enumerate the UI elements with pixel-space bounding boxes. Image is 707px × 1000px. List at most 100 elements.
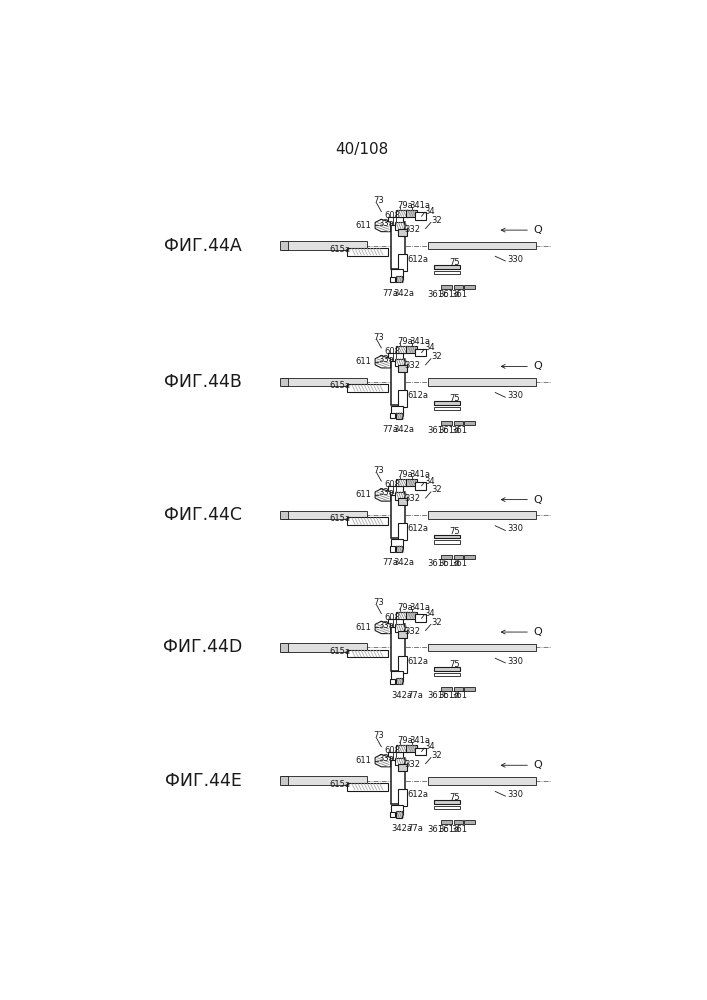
Text: 332: 332: [404, 361, 421, 370]
Bar: [454, 687, 464, 691]
Bar: [406, 210, 417, 217]
Bar: [395, 758, 404, 765]
Bar: [397, 656, 407, 673]
Bar: [434, 540, 460, 544]
Bar: [454, 555, 464, 559]
Polygon shape: [375, 489, 391, 501]
Bar: [396, 745, 409, 752]
Bar: [396, 276, 402, 282]
Bar: [395, 492, 404, 500]
Bar: [392, 624, 405, 671]
Text: 361: 361: [452, 691, 467, 700]
Bar: [390, 277, 395, 282]
Text: 77a: 77a: [407, 824, 423, 833]
Bar: [454, 820, 464, 824]
Bar: [441, 421, 452, 425]
Text: 361d: 361d: [438, 426, 460, 435]
Bar: [396, 678, 402, 684]
Text: 75: 75: [449, 394, 460, 403]
Text: 32: 32: [432, 618, 443, 627]
Text: 615a: 615a: [329, 514, 351, 523]
Bar: [387, 217, 403, 225]
Text: 361: 361: [452, 290, 467, 299]
Text: 342a: 342a: [393, 425, 414, 434]
Bar: [441, 687, 452, 691]
Text: Q: Q: [534, 495, 542, 505]
Bar: [397, 254, 407, 271]
Bar: [406, 745, 417, 752]
Text: 330: 330: [507, 657, 523, 666]
Text: 73: 73: [373, 333, 385, 342]
Bar: [347, 384, 387, 392]
Bar: [395, 359, 404, 366]
Bar: [434, 806, 460, 809]
Bar: [347, 783, 387, 791]
Text: 34: 34: [424, 609, 435, 618]
Bar: [282, 643, 368, 652]
Text: 33a: 33a: [378, 488, 394, 497]
Bar: [387, 752, 403, 760]
Text: 75: 75: [449, 527, 460, 536]
Text: 608: 608: [385, 480, 400, 489]
Bar: [387, 619, 403, 627]
Bar: [347, 650, 387, 657]
Bar: [391, 805, 403, 815]
Bar: [396, 210, 409, 217]
Text: 361: 361: [452, 559, 467, 568]
Text: 341a: 341a: [409, 337, 431, 346]
Bar: [391, 269, 403, 280]
Bar: [454, 421, 464, 425]
Bar: [406, 346, 417, 353]
Bar: [387, 353, 403, 361]
Bar: [396, 546, 402, 552]
Text: 79a: 79a: [397, 736, 413, 745]
Text: 79a: 79a: [397, 337, 413, 346]
Bar: [395, 222, 404, 230]
Bar: [414, 349, 426, 356]
Text: Q: Q: [534, 361, 542, 371]
Bar: [392, 359, 405, 405]
Text: 615a: 615a: [329, 647, 351, 656]
Text: 32: 32: [432, 751, 443, 760]
Text: 361c: 361c: [427, 825, 448, 834]
Text: 611: 611: [356, 221, 371, 230]
Bar: [392, 492, 405, 538]
Polygon shape: [375, 219, 391, 232]
Bar: [397, 390, 407, 407]
Bar: [398, 764, 407, 771]
Bar: [396, 413, 402, 419]
Text: 75: 75: [449, 793, 460, 802]
Text: 615a: 615a: [329, 780, 351, 789]
Text: 608: 608: [385, 746, 400, 755]
Text: 73: 73: [373, 598, 385, 607]
Text: 73: 73: [373, 732, 385, 740]
Text: 361c: 361c: [427, 691, 448, 700]
Bar: [280, 378, 288, 386]
Bar: [434, 800, 460, 804]
Text: 332: 332: [404, 225, 421, 234]
Bar: [441, 820, 452, 824]
Bar: [396, 346, 409, 353]
Bar: [390, 679, 395, 684]
Bar: [396, 612, 409, 619]
Text: 34: 34: [424, 742, 435, 751]
Bar: [434, 265, 460, 269]
Text: ФИГ.44C: ФИГ.44C: [164, 506, 242, 524]
Bar: [398, 229, 407, 236]
Bar: [434, 271, 460, 274]
Text: 361d: 361d: [438, 559, 460, 568]
Text: 330: 330: [507, 524, 523, 533]
Text: 612a: 612a: [408, 524, 428, 533]
Bar: [390, 413, 395, 418]
Bar: [347, 248, 387, 256]
Text: 341a: 341a: [409, 603, 431, 612]
Text: 361c: 361c: [427, 290, 448, 299]
Bar: [428, 511, 537, 519]
Bar: [391, 406, 403, 416]
Bar: [397, 789, 407, 806]
Bar: [428, 378, 537, 386]
Text: 32: 32: [432, 216, 443, 225]
Text: 33a: 33a: [378, 219, 394, 228]
Bar: [454, 285, 464, 289]
Bar: [434, 673, 460, 676]
